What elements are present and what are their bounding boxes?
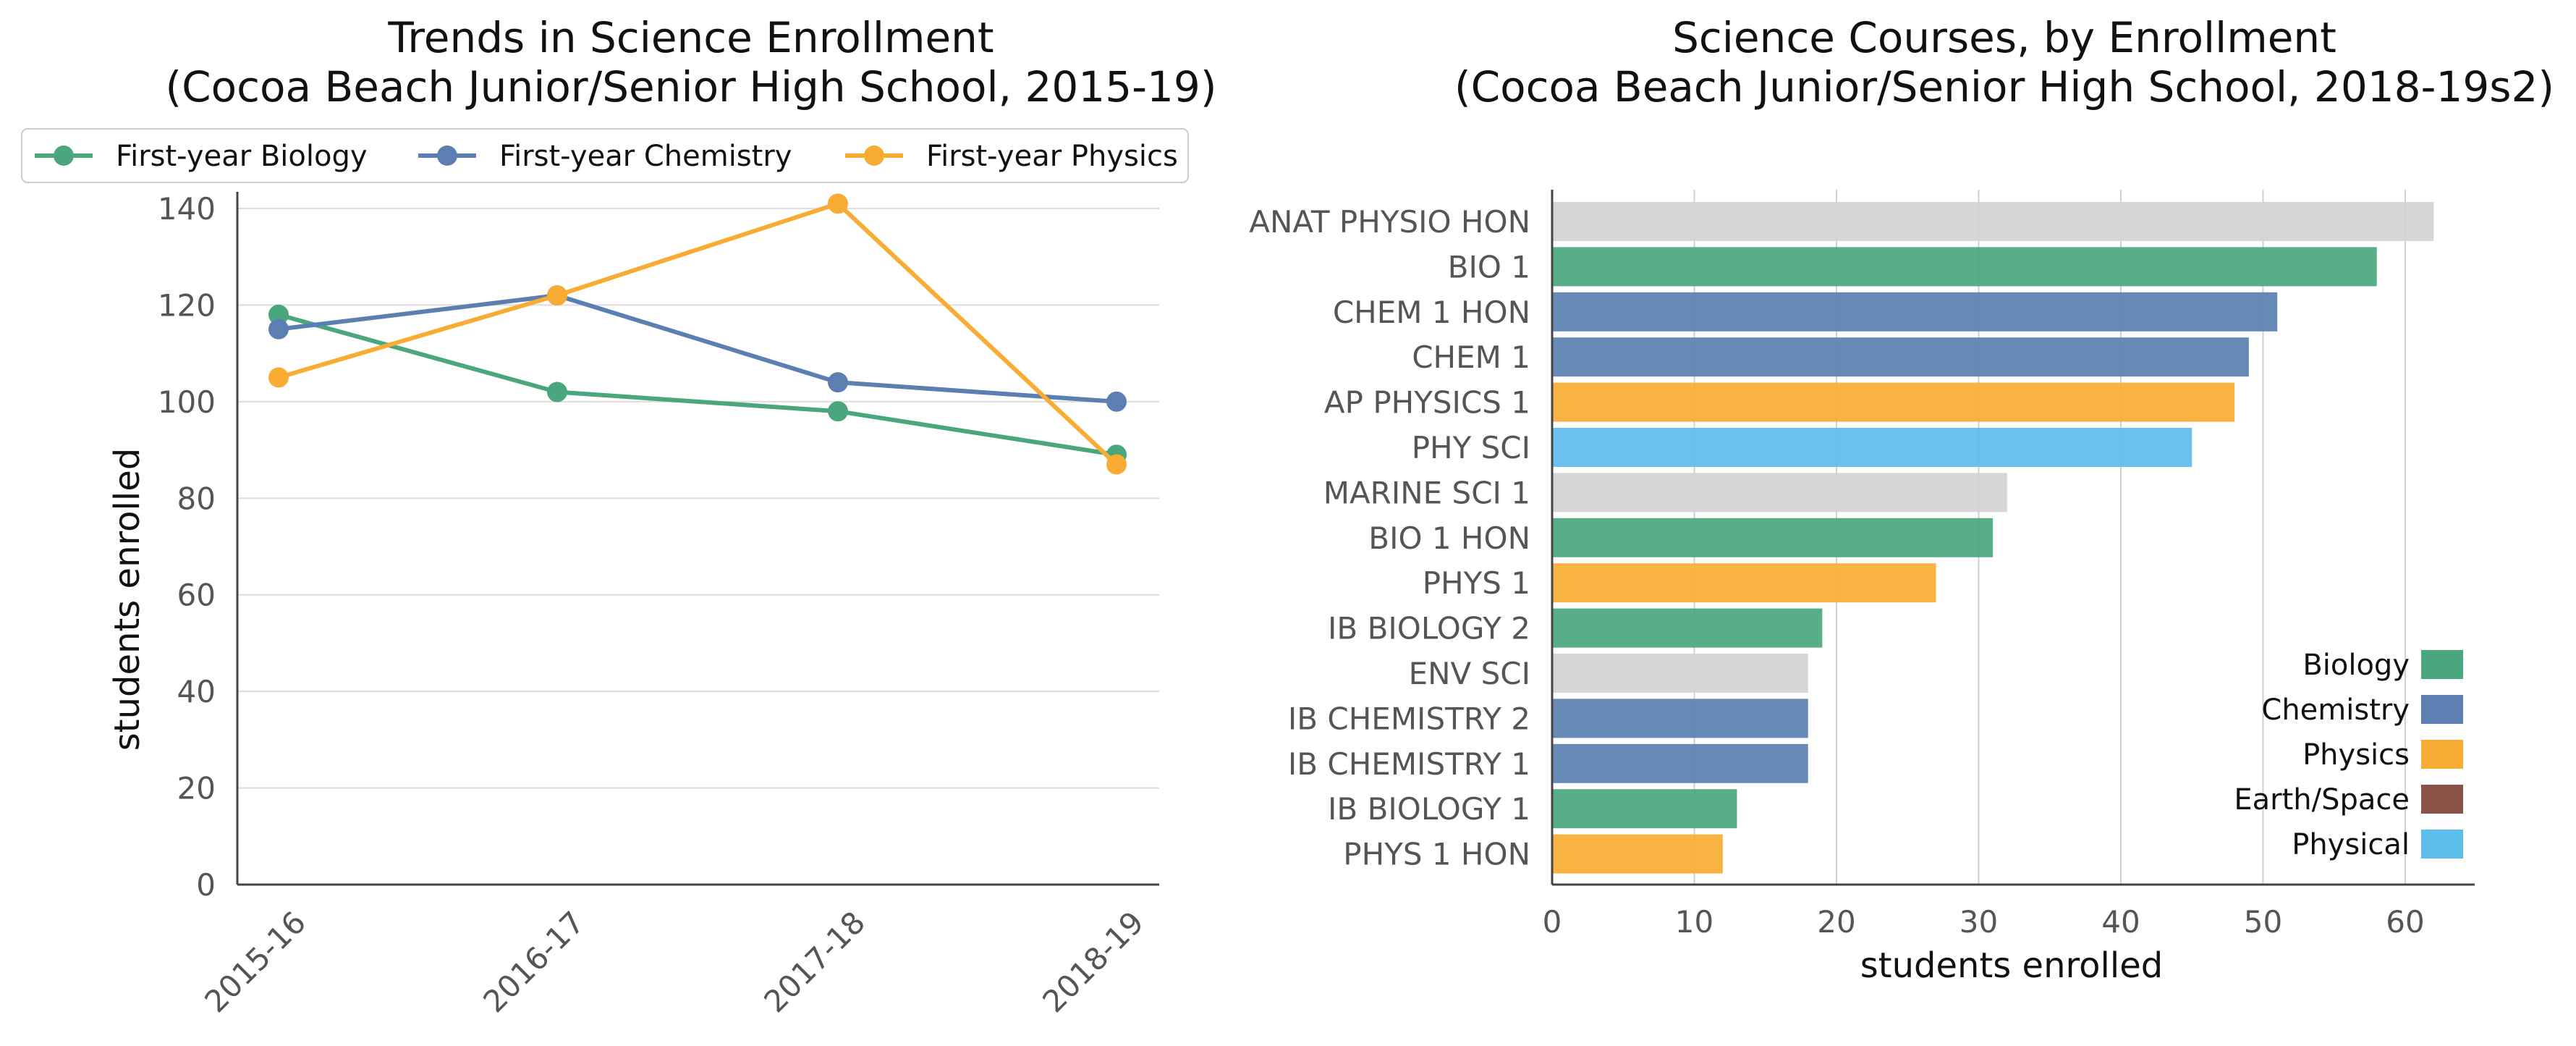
x-tick-label: 50 xyxy=(2244,904,2282,940)
category-label: CHEM 1 xyxy=(1412,339,1530,375)
y-tick-label: 100 xyxy=(158,384,216,420)
bar xyxy=(1552,247,2377,287)
legend-swatch-marker xyxy=(437,145,457,166)
legend-swatch xyxy=(2421,830,2463,859)
legend-entry-label: Chemistry xyxy=(2261,693,2410,727)
data-point xyxy=(547,285,567,306)
series-line xyxy=(278,312,1117,457)
legend-swatch-marker xyxy=(864,145,884,166)
data-point xyxy=(828,372,848,393)
bar xyxy=(1552,743,1808,783)
y-tick-label: 20 xyxy=(177,771,216,806)
x-tick-label: 2017-18 xyxy=(757,904,872,1019)
x-tick-label: 40 xyxy=(2101,904,2140,940)
data-point xyxy=(1106,454,1127,475)
line-chart-ylabel: students enrolled xyxy=(107,448,148,751)
line-chart-subtitle: (Cocoa Beach Junior/Senior High School, … xyxy=(166,62,1217,111)
y-tick-label: 0 xyxy=(196,867,216,903)
category-label: PHYS 1 HON xyxy=(1343,837,1530,872)
data-point xyxy=(828,401,848,422)
legend-entry-label: Physics xyxy=(2302,738,2410,772)
line-chart: 0 20 40 60 80 100 120 140 2015-16 2016-17 2017-18 2… xyxy=(21,128,1189,1019)
bar xyxy=(1552,834,1723,874)
category-label: IB CHEMISTRY 1 xyxy=(1288,746,1530,782)
category-label: MARINE SCI 1 xyxy=(1323,475,1530,510)
legend-frame xyxy=(21,128,1189,183)
data-point xyxy=(1106,391,1127,412)
category-label: BIO 1 xyxy=(1448,249,1530,284)
data-point xyxy=(828,193,848,214)
bar xyxy=(1552,699,1808,738)
data-point xyxy=(268,319,289,339)
series-line xyxy=(278,201,1119,466)
category-label: IB BIOLOGY 1 xyxy=(1328,791,1530,827)
bar xyxy=(1552,473,2007,513)
data-point xyxy=(547,381,567,402)
line-chart-title: Trends in Science Enrollment xyxy=(387,13,993,62)
legend-entry-label: First-year Physics xyxy=(926,140,1178,173)
bar xyxy=(1552,563,1936,603)
bar xyxy=(1552,608,1823,648)
y-tick-label: 60 xyxy=(177,578,216,613)
legend-entry-label: Biology xyxy=(2302,649,2410,682)
category-label: AP PHYSICS 1 xyxy=(1324,385,1530,421)
bar-chart: 0 10 20 30 40 50 60 ANAT PHYSIO HON BIO 1 CHEM 1 … xyxy=(1249,190,2475,940)
legend-swatch xyxy=(2421,785,2463,814)
line-chart-legend: First-year Biology First-year Chemistry Fi… xyxy=(21,128,1189,183)
x-tick-label: 2015-16 xyxy=(198,904,313,1019)
data-point xyxy=(268,304,289,325)
series-line xyxy=(278,293,1117,404)
category-label: BIO 1 HON xyxy=(1368,520,1530,556)
bar xyxy=(1552,518,1994,557)
category-label: IB BIOLOGY 2 xyxy=(1328,611,1530,646)
category-label: ANAT PHYSIO HON xyxy=(1249,204,1530,240)
x-tick-label: 10 xyxy=(1675,904,1713,940)
bar xyxy=(1552,292,2278,332)
legend-swatch-marker xyxy=(54,145,74,166)
x-tick-label: 30 xyxy=(1959,904,1998,940)
legend-swatch xyxy=(2421,740,2463,769)
bar xyxy=(1552,202,2434,241)
x-tick-label: 2016-17 xyxy=(476,904,591,1019)
legend-swatch xyxy=(2421,695,2463,724)
x-tick-label: 2018-19 xyxy=(1035,904,1151,1019)
legend-entry-label: First-year Chemistry xyxy=(499,140,792,173)
y-tick-label: 80 xyxy=(177,481,216,516)
x-tick-label: 20 xyxy=(1817,904,1855,940)
bar-chart-subtitle: (Cocoa Beach Junior/Senior High School, … xyxy=(1454,62,2554,111)
bar xyxy=(1552,428,2192,467)
bar xyxy=(1552,337,2249,377)
bar-chart-legend: Biology Chemistry Physics Earth/Space Physic… xyxy=(2234,649,2463,861)
bar xyxy=(1552,654,1808,693)
category-label: PHYS 1 xyxy=(1423,565,1530,601)
y-tick-label: 40 xyxy=(177,674,216,709)
x-tick-label: 60 xyxy=(2386,904,2424,940)
y-tick-label: 120 xyxy=(158,287,216,323)
legend-entry-label: First-year Biology xyxy=(116,140,368,173)
bar-chart-xlabel: students enrolled xyxy=(1860,945,2163,986)
x-tick-label: 0 xyxy=(1543,904,1562,940)
legend-entry-label: Earth/Space xyxy=(2234,783,2410,817)
y-tick-label: 140 xyxy=(158,191,216,227)
category-label: ENV SCI xyxy=(1409,656,1530,691)
bar xyxy=(1552,789,1737,829)
data-point xyxy=(268,367,289,388)
category-label: IB CHEMISTRY 2 xyxy=(1288,701,1530,736)
category-label: PHY SCI xyxy=(1412,430,1530,465)
category-label: CHEM 1 HON xyxy=(1333,295,1530,330)
bar xyxy=(1552,382,2235,422)
bar-chart-title: Science Courses, by Enrollment xyxy=(1672,13,2336,62)
legend-entry-label: Physical xyxy=(2292,828,2410,861)
legend-swatch xyxy=(2421,650,2463,679)
